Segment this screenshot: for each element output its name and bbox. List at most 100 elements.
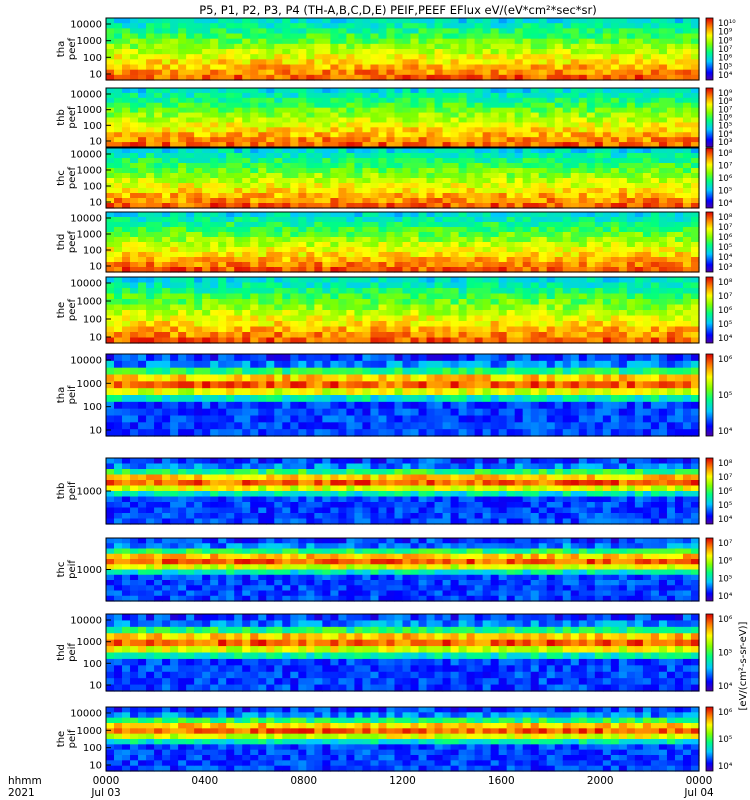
panel-ylabel: the <box>56 731 67 747</box>
y-tick-label: 10 <box>89 681 102 692</box>
colorbar-tick-label: 10⁶ <box>718 557 733 567</box>
colorbar-tick-label: 10⁴ <box>718 253 733 263</box>
y-tick-label: 10 <box>89 761 102 772</box>
y-tick-label: 10000 <box>70 356 102 367</box>
y-tick-label: 10 <box>89 70 102 81</box>
panel-ylabel: peif <box>67 385 78 404</box>
heatmap-cells <box>106 212 700 273</box>
y-tick-label: 10000 <box>70 214 102 225</box>
x-date-label: Jul 03 <box>90 787 120 799</box>
colorbar-tick-label: 10⁴ <box>718 427 733 437</box>
x-tick-label: 2000 <box>587 775 614 787</box>
y-tick-label: 1000 <box>77 637 102 648</box>
y-tick-label: 100 <box>83 121 102 132</box>
panel-thc-peif: 1000 thc peif 10⁷ 10⁶ 10⁵ 10⁴ <box>56 537 733 602</box>
panel-frame <box>105 706 700 772</box>
panel-ylabel: thb <box>56 109 67 126</box>
y-tick-label: 10000 <box>70 616 102 627</box>
y-tick-label: 100 <box>83 53 102 64</box>
y-tick-label: 10 <box>89 262 102 273</box>
colorbar <box>705 613 714 692</box>
x-tick-label: 1600 <box>488 775 515 787</box>
y-tick-label: 100 <box>83 182 102 193</box>
y-tick-label: 100 <box>83 315 102 326</box>
colorbar-tick-label: 10⁸ <box>718 278 733 288</box>
y-tick-label: 10 <box>89 137 102 148</box>
x-tick-label: 0400 <box>191 775 218 787</box>
panel-ylabel: peif <box>67 729 78 748</box>
panel-ylabel: peif <box>67 643 78 662</box>
y-tick-label: 1000 <box>77 230 102 241</box>
colorbar-tick-label: 10⁸ <box>718 149 733 159</box>
heatmap-cells <box>106 18 700 81</box>
y-tick-label: 10 <box>89 333 102 344</box>
x-tick-label: 0000 <box>686 775 713 787</box>
colorbar-tick-label: 10⁵ <box>718 187 732 197</box>
colorbar-tick-label: 10³ <box>718 138 732 148</box>
colorbar-tick-label: 10⁵ <box>718 243 732 253</box>
colorbar-tick-label: 10⁶ <box>718 233 733 243</box>
colorbar-tick-label: 10⁴ <box>718 762 733 772</box>
panel-ylabel: peef <box>67 106 78 129</box>
panel-ylabel: thb <box>56 483 67 500</box>
x-tick-label: 1200 <box>389 775 416 787</box>
heatmap-cells <box>106 614 700 692</box>
colorbar-tick-label: 10⁵ <box>718 320 732 330</box>
chart-title: P5, P1, P2, P3, P4 (TH-A,B,C,D,E) PEIF,P… <box>199 3 597 17</box>
colorbar-tick-label: 10³ <box>718 263 732 273</box>
colorbar-tick-label: 10⁵ <box>718 391 732 401</box>
colorbar <box>705 276 714 344</box>
x-tick-label: 0800 <box>290 775 317 787</box>
colorbar-tick-label: 10⁵ <box>718 501 732 511</box>
colorbar-tick-label: 10⁷ <box>718 162 733 172</box>
colorbar <box>705 17 714 81</box>
y-tick-label: 1000 <box>77 297 102 308</box>
colorbar-tick-label: 10⁵ <box>718 649 732 659</box>
panel-ylabel: tha <box>56 41 67 57</box>
panel-frame <box>105 211 700 273</box>
colorbar-tick-label: 10⁷ <box>718 223 733 233</box>
y-tick-label: 10000 <box>70 90 102 101</box>
y-tick-label: 10000 <box>70 279 102 290</box>
colorbar-tick-label: 10⁵ <box>718 574 732 584</box>
panel-ylabel: tha <box>56 387 67 403</box>
y-tick-label: 100 <box>83 659 102 670</box>
colorbar-tick-label: 10⁶ <box>718 306 733 316</box>
panel-ylabel: thc <box>56 562 67 578</box>
colorbar-tick-label: 10⁴ <box>718 71 733 81</box>
colorbar-tick-label: 10⁴ <box>718 682 733 692</box>
panel-tha-peif: 10000 1000 100 10 tha peif 10⁶ 10⁵ 10⁴ <box>56 353 733 437</box>
colorbar-tick-label: 10⁸ <box>718 459 733 469</box>
colorbar-tick-label: 10⁶ <box>718 487 733 497</box>
panel-thb-peif: 1000 thb peif 10⁸ 10⁷ 10⁶ 10⁵ 10⁴ <box>56 457 733 525</box>
x-tick-label: 0000 <box>93 775 120 787</box>
panel-tha-peef: 10000 1000 100 10 tha peef 10¹⁰10⁹10⁸10⁷10⁶10⁵… <box>56 17 736 81</box>
colorbar <box>705 537 714 602</box>
colorbar-tick-label: 10⁵ <box>718 122 732 132</box>
panel-ylabel: peef <box>67 37 78 60</box>
colorbar-tick-label: 10⁴ <box>718 592 733 602</box>
colorbar-tick-label: 10⁸ <box>718 36 733 46</box>
panel-ylabel: peef <box>67 230 78 253</box>
heatmap-cells <box>106 538 700 602</box>
colorbar <box>705 87 714 148</box>
x-date-label: Jul 04 <box>683 787 714 799</box>
panel-thc-peef: 10000 1000 100 10 thc peef 10⁸ 10⁷ 10⁶ 10⁵ 10⁴ <box>56 147 733 209</box>
panel-frame <box>105 87 700 148</box>
colorbar-tick-label: 10⁸ <box>718 97 733 107</box>
colorbar-tick-label: 10⁹ <box>718 89 733 99</box>
heatmap-cells <box>106 354 700 437</box>
panel-ylabel: thd <box>56 234 67 251</box>
heatmap-cells <box>106 458 700 525</box>
colorbar-tick-label: 10⁵ <box>718 62 732 72</box>
colorbar-tick-label: 10⁵ <box>718 735 732 745</box>
y-tick-label: 10000 <box>70 20 102 31</box>
colorbar-tick-label: 10¹⁰ <box>718 19 736 29</box>
colorbar-tick-label: 10⁹ <box>718 28 733 38</box>
colorbar-tick-label: 10⁷ <box>718 292 733 302</box>
colorbar-unit-label: [eV/(cm²-s-sr-eV)] <box>738 621 749 710</box>
heatmap-cells <box>106 707 700 772</box>
colorbar-tick-label: 10⁶ <box>718 708 733 718</box>
